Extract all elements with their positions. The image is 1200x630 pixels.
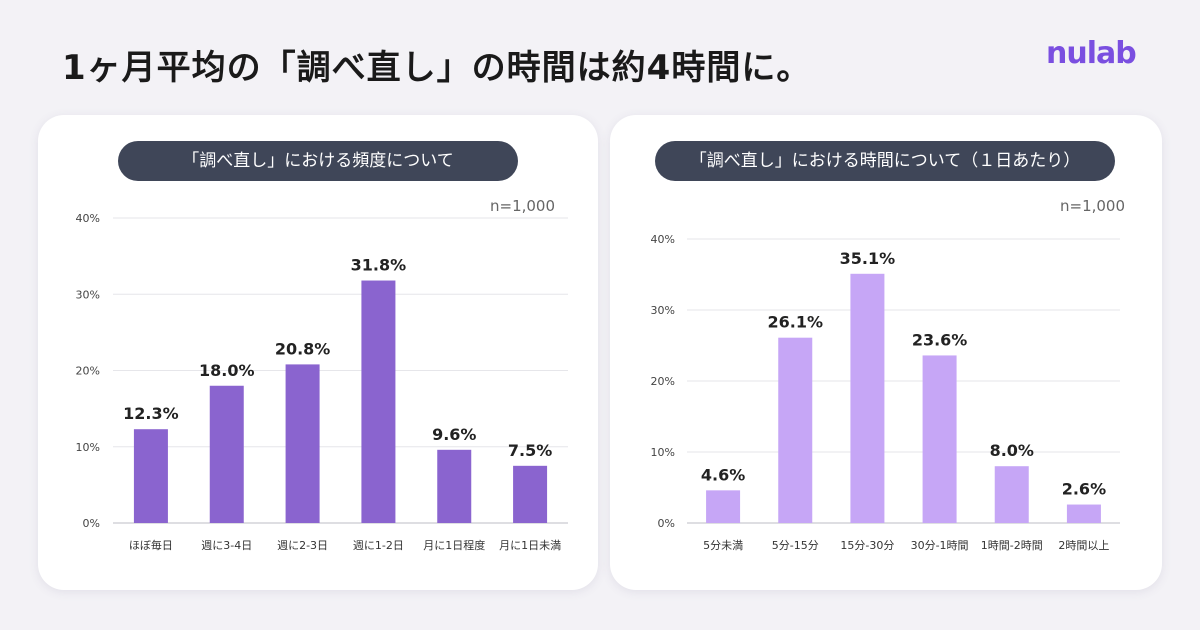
frequency-category-label: 週に3-4日 [201,539,252,552]
frequency-data-label: 12.3% [123,404,179,423]
duration-data-label: 8.0% [990,441,1034,460]
frequency-data-label: 9.6% [432,425,476,444]
page-title: 1ヶ月平均の「調べ直し」の時間は約4時間に。 [62,48,812,88]
duration-data-label: 26.1% [767,313,823,332]
frequency-bar [209,385,244,523]
frequency-chart-title: 「調べ直し」における頻度について [118,141,518,181]
frequency-bar [361,280,396,523]
frequency-y-tick-label: 30% [76,288,100,301]
duration-data-label: 23.6% [912,330,968,349]
duration-category-label: 30分-1時間 [911,539,969,552]
frequency-bar-chart: 0% 10% 20% 30% 40% 12.3% ほぼ毎日 18.0% 週に3-4日 20.8% 週… [76,212,568,552]
duration-bar [778,337,813,523]
duration-data-label: 4.6% [701,465,745,484]
duration-category-label: 2時間以上 [1058,539,1109,552]
frequency-bar [285,364,320,523]
duration-bar [922,355,957,523]
frequency-bar [133,429,168,523]
duration-sample-size: n=1,000 [1060,197,1126,215]
duration-category-label: 15分-30分 [840,539,894,552]
frequency-chart-card: 「調べ直し」における頻度について n=1,000 0% 10% 20% 30% 40% 1… [38,115,598,590]
frequency-category-label: 月に1日程度 [423,538,485,552]
duration-y-tick-label: 10% [651,446,675,459]
frequency-bar [513,465,548,523]
frequency-sample-size: n=1,000 [490,197,556,215]
frequency-data-label: 31.8% [351,256,407,275]
duration-data-label: 2.6% [1062,480,1106,499]
duration-bar [706,490,741,523]
duration-y-tick-label: 20% [651,375,675,388]
frequency-y-tick-label: 0% [83,517,100,530]
duration-category-label: 1時間-2時間 [981,539,1043,552]
frequency-y-tick-label: 40% [76,212,100,225]
duration-bar [850,273,885,523]
duration-y-tick-label: 30% [651,304,675,317]
frequency-y-tick-label: 10% [76,441,100,454]
frequency-data-label: 18.0% [199,361,255,380]
frequency-data-label: 20.8% [275,339,331,358]
frequency-category-label: 週に1-2日 [353,539,404,552]
frequency-category-label: 週に2-3日 [277,539,328,552]
frequency-y-tick-label: 20% [76,365,100,378]
frequency-bar [437,449,472,523]
duration-category-label: 5分未満 [703,539,743,552]
duration-category-label: 5分-15分 [772,539,819,552]
duration-y-tick-label: 40% [651,233,675,246]
frequency-data-label: 7.5% [508,441,552,460]
duration-bar [1066,504,1101,523]
nulab-logo: nulab [1046,36,1137,71]
duration-y-tick-label: 0% [658,517,675,530]
duration-chart-title: 「調べ直し」における時間について（１日あたり） [655,141,1115,181]
duration-bar [994,466,1029,523]
duration-bar-chart: 0% 10% 20% 30% 40% 4.6% 5分未満 26.1% 5分-15分 35.1% 15… [651,233,1120,552]
frequency-category-label: 月に1日未満 [499,539,561,552]
duration-data-label: 35.1% [840,249,896,268]
frequency-category-label: ほぼ毎日 [129,539,173,552]
duration-chart-card: 「調べ直し」における時間について（１日あたり） n=1,000 0% 10% 20%… [610,115,1162,590]
